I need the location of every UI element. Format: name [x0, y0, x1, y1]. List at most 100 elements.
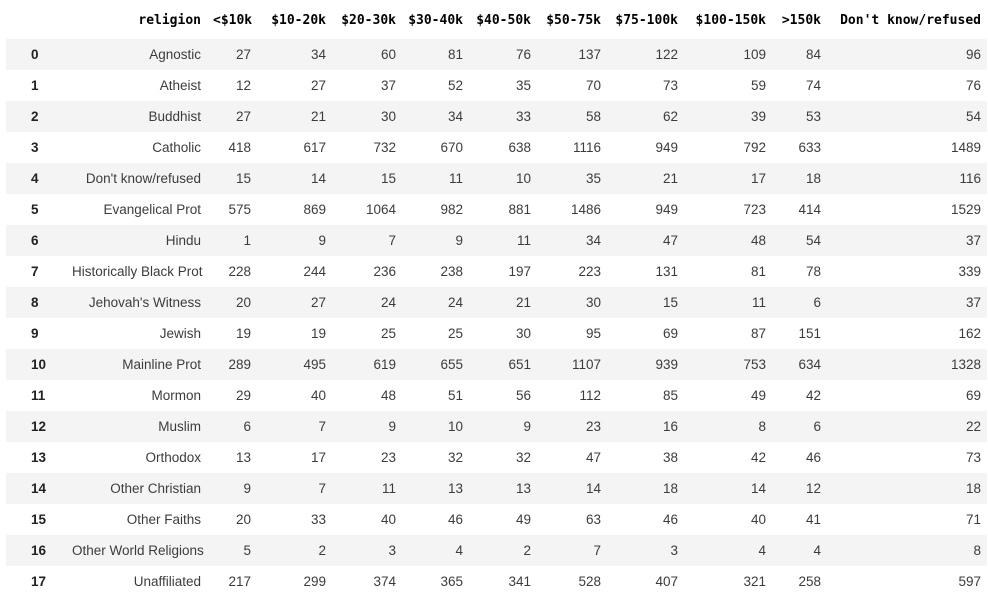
row-index-cell: 14 [31, 481, 47, 496]
value-cell: 85 [662, 388, 678, 403]
row-index-cell: 3 [31, 140, 39, 155]
value-cell: 13 [515, 481, 531, 496]
value-cell: 81 [447, 47, 463, 62]
value-cell: 633 [798, 140, 821, 155]
religion-cell: Hindu [165, 233, 201, 248]
column-header: $30-40k [402, 8, 469, 39]
value-cell: 78 [805, 264, 821, 279]
value-cell: 11 [516, 233, 531, 248]
value-cell: 112 [579, 388, 601, 403]
value-cell: 76 [965, 78, 981, 93]
value-cell: 244 [303, 264, 326, 279]
value-cell: 228 [228, 264, 251, 279]
value-cell: 3 [388, 543, 396, 558]
row-index-cell: 10 [31, 357, 47, 372]
value-cell: 17 [310, 450, 326, 465]
row-index-cell: 8 [31, 295, 39, 310]
value-cell: 87 [750, 326, 766, 341]
value-cell: 23 [380, 450, 396, 465]
table-row: 8 Jehovah's Witness 20 27 24 24 21 30 15 11 6 37 [6, 287, 987, 318]
value-cell: 37 [965, 233, 981, 248]
value-cell: 46 [805, 450, 821, 465]
value-cell: 70 [585, 78, 601, 93]
table-row: 12 Muslim 6 7 9 10 9 23 16 8 6 22 [6, 411, 987, 442]
value-cell: 24 [447, 295, 463, 310]
value-cell: 638 [508, 140, 531, 155]
value-cell: 949 [655, 140, 678, 155]
value-cell: 35 [515, 78, 531, 93]
column-header: Don't know/refused [827, 8, 987, 39]
religion-cell: Other Christian [110, 481, 201, 496]
religion-cell: Don't know/refused [85, 171, 201, 186]
value-cell: 6 [813, 295, 821, 310]
value-cell: 69 [662, 326, 678, 341]
row-index-cell: 6 [31, 233, 39, 248]
value-cell: 96 [965, 47, 981, 62]
column-header: $10-20k [257, 8, 332, 39]
table-row: 3 Catholic 418 617 732 670 638 1116 949 792 633 148… [6, 132, 987, 163]
value-cell: 37 [380, 78, 396, 93]
value-cell: 792 [743, 140, 766, 155]
value-cell: 27 [310, 78, 326, 93]
religion-cell: Muslim [158, 419, 201, 434]
value-cell: 1486 [570, 202, 601, 217]
value-cell: 30 [585, 295, 601, 310]
value-cell: 27 [235, 109, 251, 124]
value-cell: 197 [508, 264, 531, 279]
value-cell: 52 [447, 78, 463, 93]
value-cell: 15 [380, 171, 396, 186]
index-column-header [6, 8, 66, 39]
value-cell: 63 [585, 512, 601, 527]
row-index-cell: 11 [31, 388, 46, 403]
table-header: religion <$10k $10-20k $20-30k $30-40k $40-50… [6, 8, 987, 39]
value-cell: 20 [235, 512, 251, 527]
value-cell: 1107 [571, 357, 601, 372]
value-cell: 655 [440, 357, 463, 372]
value-cell: 651 [508, 357, 531, 372]
value-cell: 575 [228, 202, 251, 217]
value-cell: 1116 [572, 140, 601, 155]
religion-cell: Mormon [151, 388, 201, 403]
value-cell: 407 [655, 574, 678, 589]
value-cell: 53 [805, 109, 821, 124]
value-cell: 12 [235, 78, 251, 93]
row-index-cell: 17 [31, 574, 47, 589]
value-cell: 9 [243, 481, 251, 496]
header-row: religion <$10k $10-20k $20-30k $30-40k $40-50… [6, 8, 987, 39]
value-cell: 60 [380, 47, 396, 62]
column-header: $50-75k [537, 8, 607, 39]
value-cell: 34 [310, 47, 326, 62]
table-row: 5 Evangelical Prot 575 869 1064 982 881 1486 949… [6, 194, 987, 225]
column-header: $75-100k [607, 8, 684, 39]
table-row: 7 Historically Black Prot 228 244 236 238 197 2… [6, 256, 987, 287]
row-index-cell: 12 [31, 419, 47, 434]
value-cell: 15 [662, 295, 678, 310]
value-cell: 42 [750, 450, 766, 465]
value-cell: 38 [662, 450, 678, 465]
value-cell: 54 [965, 109, 981, 124]
value-cell: 982 [440, 202, 463, 217]
value-cell: 732 [373, 140, 396, 155]
religion-cell: Buddhist [148, 109, 201, 124]
value-cell: 95 [585, 326, 601, 341]
table-row: 10 Mainline Prot 289 495 619 655 651 1107 939 753… [6, 349, 987, 380]
value-cell: 223 [578, 264, 601, 279]
row-index-cell: 15 [31, 512, 47, 527]
value-cell: 597 [958, 574, 981, 589]
value-cell: 339 [958, 264, 981, 279]
table-row: 17 Unaffiliated 217 299 374 365 341 528 407 321 25… [6, 566, 987, 597]
value-cell: 238 [440, 264, 463, 279]
value-cell: 48 [750, 233, 766, 248]
religion-cell: Catholic [152, 140, 201, 155]
value-cell: 81 [750, 264, 766, 279]
value-cell: 47 [585, 450, 601, 465]
value-cell: 56 [515, 388, 531, 403]
table-row: 0 Agnostic 27 34 60 81 76 137 122 109 84 96 [6, 39, 987, 70]
value-cell: 869 [303, 202, 326, 217]
value-cell: 14 [750, 481, 766, 496]
religion-cell: Unaffiliated [133, 574, 201, 589]
value-cell: 21 [310, 109, 326, 124]
value-cell: 617 [303, 140, 326, 155]
value-cell: 753 [743, 357, 766, 372]
value-cell: 33 [515, 109, 531, 124]
